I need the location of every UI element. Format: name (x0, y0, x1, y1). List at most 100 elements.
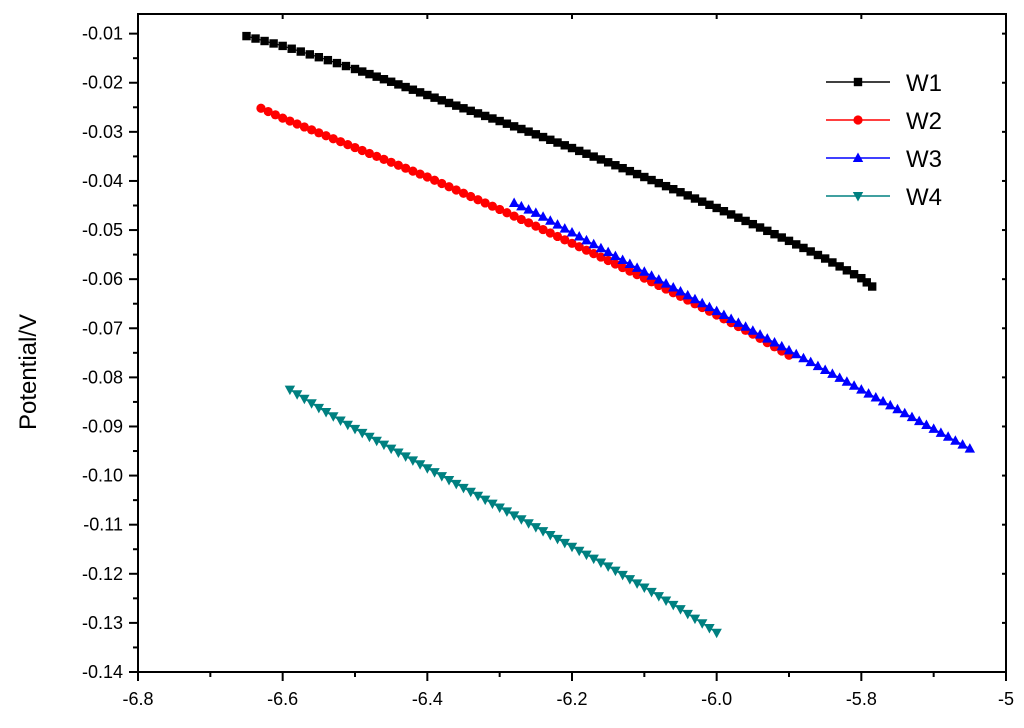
data-point (287, 44, 296, 53)
data-point (422, 464, 433, 474)
data-point (285, 116, 295, 126)
data-point (725, 313, 737, 323)
data-point (357, 428, 368, 439)
data-point (848, 380, 860, 390)
data-point (603, 158, 613, 167)
data-point (502, 119, 512, 128)
data-point (328, 412, 339, 422)
x-tick-label: -6.8 (122, 689, 153, 709)
data-point (371, 436, 382, 447)
legend-marker (852, 152, 864, 162)
data-point (669, 185, 678, 194)
legend-item-w3: W3 (826, 146, 942, 173)
data-point (704, 624, 715, 634)
data-point (451, 479, 462, 490)
data-point (762, 333, 773, 343)
data-point (466, 191, 476, 202)
data-point (647, 175, 656, 185)
data-point (668, 282, 679, 292)
data-point (596, 155, 606, 164)
data-point (595, 558, 607, 568)
data-point (509, 122, 519, 131)
data-point (495, 116, 504, 126)
data-point (531, 130, 541, 139)
data-point (574, 242, 584, 252)
data-point (443, 476, 455, 486)
y-tick-label: -0.06 (82, 269, 123, 289)
x-tick-label: -5 (998, 689, 1014, 709)
data-point (452, 101, 461, 110)
y-tick-label: -0.14 (82, 662, 123, 682)
data-point (552, 219, 563, 229)
data-point (473, 109, 483, 118)
data-point (437, 96, 446, 105)
data-point (349, 424, 361, 435)
data-point (314, 53, 324, 62)
data-point (682, 609, 693, 620)
data-point (610, 250, 621, 261)
series-w3 (508, 197, 976, 453)
data-point (251, 34, 260, 43)
data-point (640, 172, 649, 182)
data-point (335, 416, 346, 426)
data-point (799, 243, 808, 253)
data-point (299, 122, 309, 132)
data-point (805, 356, 816, 367)
data-point (862, 278, 871, 287)
legend-item-w1: W1 (826, 70, 942, 97)
legend-label: W4 (906, 184, 942, 211)
data-point (516, 200, 527, 211)
data-point (835, 262, 844, 271)
legend: W1 W2 W3 W4 (826, 70, 942, 211)
data-point (516, 515, 527, 525)
data-point (942, 431, 954, 441)
data-point (537, 211, 549, 221)
data-point (748, 219, 758, 229)
data-point (429, 175, 440, 185)
data-point (423, 90, 432, 100)
data-point (906, 411, 918, 422)
data-point (602, 246, 614, 257)
data-point (632, 270, 642, 280)
data-point (553, 138, 562, 147)
data-point (305, 50, 314, 59)
data-point (414, 460, 426, 470)
data-point (313, 403, 325, 414)
data-point (777, 233, 786, 242)
data-point (320, 408, 332, 418)
data-point (639, 273, 649, 283)
data-point (458, 483, 469, 494)
data-point (914, 415, 925, 426)
data-point (372, 72, 381, 81)
data-point (733, 317, 744, 327)
data-point (784, 236, 794, 246)
data-point (459, 104, 468, 113)
data-point (631, 579, 643, 589)
data-point (332, 58, 342, 68)
data-point (530, 207, 542, 217)
data-point (415, 169, 425, 179)
y-tick-label: -0.04 (82, 171, 123, 191)
data-point (379, 154, 389, 164)
data-point (921, 419, 932, 430)
data-point (574, 546, 585, 557)
data-point (458, 188, 469, 198)
data-point (566, 542, 578, 553)
data-point (842, 266, 852, 275)
y-tick-label: -0.03 (82, 122, 123, 142)
data-point (741, 216, 750, 226)
data-point (394, 80, 403, 89)
data-point (531, 221, 541, 231)
data-point (867, 282, 877, 291)
data-point (465, 487, 476, 498)
y-tick-label: -0.07 (82, 318, 123, 338)
y-tick-label: -0.11 (83, 515, 123, 535)
data-point (675, 605, 686, 615)
data-point (660, 278, 672, 288)
legend-label: W1 (906, 70, 942, 97)
data-point (444, 98, 454, 108)
data-point (379, 75, 389, 84)
data-point (964, 443, 976, 453)
series-layer (242, 31, 976, 639)
